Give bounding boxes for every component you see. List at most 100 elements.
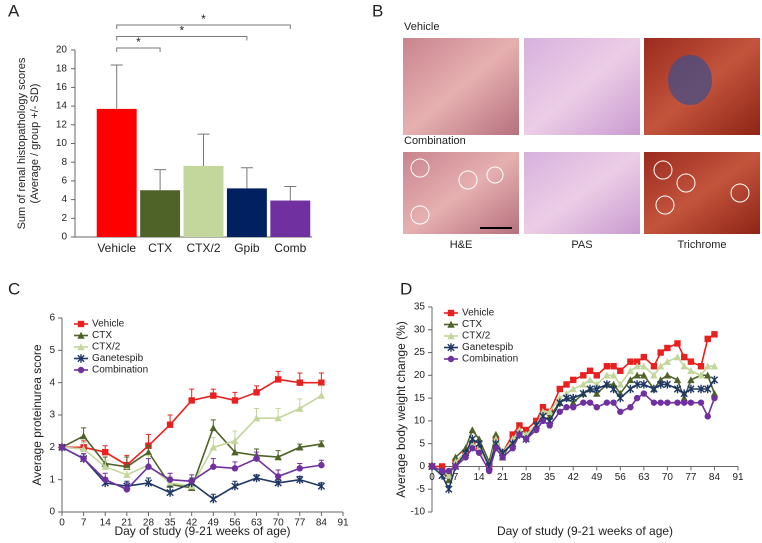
- marker: [274, 473, 282, 480]
- marker: [570, 376, 577, 384]
- marker: [627, 358, 634, 365]
- marker: [296, 379, 303, 386]
- x-tick-label: 42: [186, 518, 198, 529]
- marker: [656, 362, 665, 370]
- marker: [640, 380, 648, 389]
- marker: [650, 363, 658, 370]
- significance-label: *: [201, 12, 206, 26]
- y-tick-label: 20: [414, 370, 426, 381]
- marker: [687, 358, 695, 365]
- x-tick-label: 70: [273, 518, 285, 529]
- marker: [533, 417, 540, 425]
- marker: [633, 394, 641, 402]
- marker: [509, 431, 516, 438]
- micrograph: [524, 38, 640, 135]
- marker: [704, 362, 712, 370]
- marker: [710, 389, 719, 397]
- x-tick-label: 77: [685, 472, 697, 483]
- bar: [140, 190, 181, 237]
- marker: [492, 445, 500, 452]
- marker: [522, 426, 530, 434]
- marker: [626, 367, 635, 374]
- marker: [188, 397, 195, 404]
- y-tick-label: 5: [419, 438, 425, 449]
- x-tick-label: 42: [568, 472, 580, 483]
- marker: [609, 380, 618, 388]
- marker: [680, 394, 688, 402]
- marker: [77, 366, 85, 374]
- marker: [145, 463, 152, 470]
- marker: [687, 367, 695, 374]
- marker: [657, 399, 664, 406]
- marker: [627, 404, 634, 411]
- marker: [593, 404, 600, 411]
- marker: [318, 461, 325, 469]
- marker: [274, 414, 282, 422]
- marker: [650, 384, 658, 394]
- marker: [101, 463, 109, 470]
- marker: [428, 463, 436, 470]
- legend-label: CTX: [92, 330, 112, 341]
- marker: [563, 381, 570, 388]
- y-tick-label: 20: [56, 45, 68, 56]
- y-tick-label: 30: [414, 324, 426, 335]
- marker: [616, 393, 625, 403]
- marker: [556, 398, 564, 407]
- marker: [274, 478, 282, 488]
- y-tick-label: 6: [49, 313, 55, 324]
- legend-label: CTX/2: [462, 331, 491, 342]
- marker: [697, 399, 705, 406]
- marker: [492, 435, 500, 443]
- micrograph: [644, 152, 760, 234]
- marker: [209, 494, 218, 504]
- x-tick-label: 56: [615, 472, 627, 483]
- x-tick-label: 49: [591, 472, 603, 483]
- y-tick-label: 25: [414, 347, 426, 358]
- x-tick-label: Comb: [274, 241, 306, 255]
- marker: [252, 414, 261, 422]
- marker: [704, 335, 711, 343]
- marker: [318, 379, 325, 386]
- marker: [468, 434, 477, 444]
- x-tick-label: 35: [544, 472, 556, 483]
- marker: [657, 349, 664, 356]
- marker: [102, 448, 109, 456]
- marker: [123, 486, 131, 493]
- panel-label: B: [372, 1, 383, 20]
- marker: [586, 367, 594, 374]
- marker: [545, 408, 554, 415]
- legend-label: Combination: [92, 365, 148, 376]
- marker: [664, 344, 671, 352]
- marker: [610, 399, 617, 406]
- marker: [603, 380, 611, 389]
- marker: [656, 376, 665, 384]
- marker: [79, 445, 88, 453]
- y-tick-label: 15: [414, 393, 426, 404]
- marker: [468, 439, 477, 447]
- marker: [603, 371, 611, 379]
- y-tick-label: 1: [49, 474, 55, 485]
- marker: [610, 363, 617, 370]
- marker: [626, 384, 635, 394]
- marker: [485, 467, 493, 475]
- y-tick-label: 0: [61, 232, 67, 243]
- legend-label: Ganetespib: [462, 342, 514, 353]
- marker: [711, 331, 718, 338]
- marker: [539, 417, 547, 425]
- marker: [556, 385, 563, 393]
- marker: [626, 376, 635, 384]
- marker: [640, 390, 648, 397]
- error-bar: [240, 167, 253, 189]
- marker: [447, 309, 455, 317]
- y-tick-label: 18: [56, 63, 68, 74]
- marker: [580, 399, 587, 406]
- marker: [663, 380, 672, 389]
- marker: [674, 340, 681, 347]
- marker: [680, 389, 688, 398]
- marker: [447, 355, 455, 363]
- x-axis-label: Day of study (9-21 weeks of age): [497, 524, 673, 538]
- x-axis-label: Day of study (9-21 weeks of age): [114, 524, 290, 538]
- y-tick-label: 35: [414, 302, 426, 313]
- marker: [680, 353, 688, 361]
